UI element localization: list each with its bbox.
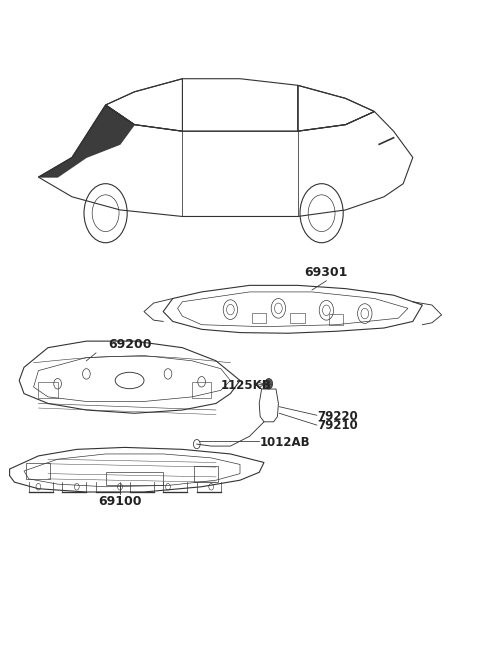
Text: 1012AB: 1012AB: [259, 436, 310, 449]
Text: 69301: 69301: [305, 266, 348, 279]
Circle shape: [265, 379, 273, 389]
Polygon shape: [38, 105, 134, 177]
Bar: [290, 313, 305, 323]
Bar: [252, 313, 266, 323]
Bar: [38, 382, 58, 398]
Text: 69200: 69200: [108, 338, 151, 351]
Bar: [26, 463, 50, 479]
Bar: [329, 314, 343, 325]
Bar: [106, 472, 163, 485]
Text: 79210: 79210: [317, 419, 358, 432]
Text: 69100: 69100: [98, 495, 142, 508]
Bar: [194, 466, 218, 482]
Bar: [192, 382, 211, 398]
Text: 79220: 79220: [317, 410, 358, 423]
Text: 1125KB: 1125KB: [221, 379, 272, 392]
